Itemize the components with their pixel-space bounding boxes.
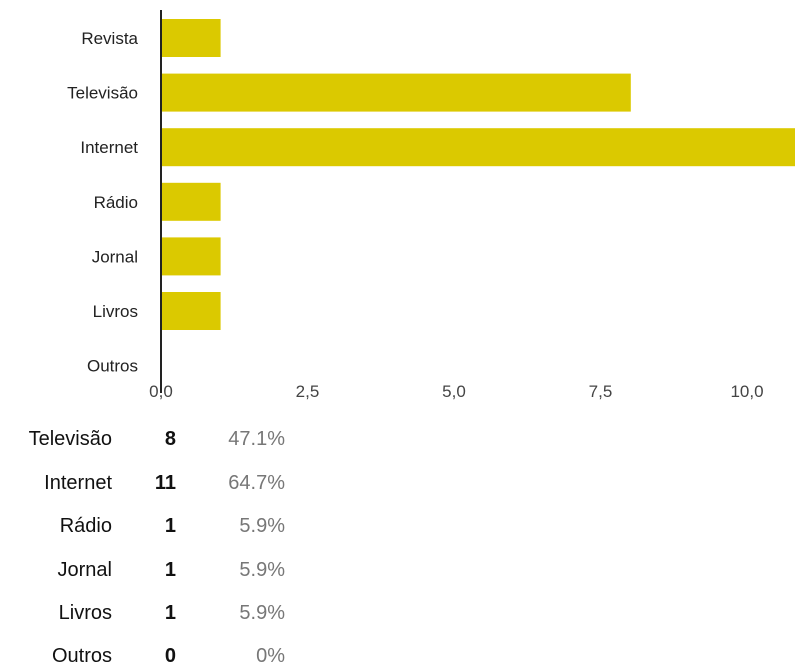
summary-row-label: Internet <box>44 472 112 494</box>
summary-row: Livros 1 5.9% <box>0 598 400 628</box>
x-tick-label: 2,5 <box>296 382 320 401</box>
bar-chart: Revista Televisão Internet Rádio Jornal Livro… <box>67 10 795 401</box>
summary-row-count: 11 <box>154 472 176 494</box>
category-label: Rádio <box>94 193 138 212</box>
summary-row-count: 1 <box>164 515 176 537</box>
category-label: Revista <box>81 29 138 48</box>
bar-jornal <box>162 237 221 276</box>
bar-televisão <box>162 73 631 112</box>
category-label: Internet <box>80 138 138 157</box>
summary-row: Internet 11 64.7% <box>0 468 400 498</box>
x-tick-label: 5,0 <box>442 382 466 401</box>
category-label: Televisão <box>67 84 138 103</box>
category-label: Livros <box>93 302 138 321</box>
category-label: Jornal <box>92 247 138 266</box>
summary-row-count: 8 <box>164 428 176 450</box>
bar-revista <box>162 19 221 57</box>
summary-row-percent: 5.9% <box>239 602 285 624</box>
summary-row-label: Livros <box>58 602 112 624</box>
summary-row-percent: 0% <box>256 645 285 667</box>
x-tick-label: 7,5 <box>589 382 613 401</box>
summary-row-label: Rádio <box>59 515 112 537</box>
summary-row: Outros 0 0% <box>0 641 400 668</box>
summary-row-count: 1 <box>164 559 176 581</box>
x-tick-label: 0,0 <box>149 382 173 401</box>
x-tick-label: 10,0 <box>730 382 763 401</box>
summary-row-percent: 5.9% <box>239 515 285 537</box>
bar-internet <box>162 128 795 167</box>
summary-row-percent: 47.1% <box>228 428 285 450</box>
bar-rádio <box>162 182 221 221</box>
category-label: Outros <box>87 357 138 376</box>
summary-row: Televisão 8 47.1% <box>0 424 400 454</box>
summary-row-percent: 64.7% <box>228 472 285 494</box>
summary-row: Rádio 1 5.9% <box>0 511 400 541</box>
summary-row-label: Televisão <box>28 428 112 450</box>
summary-table: Televisão 8 47.1% Internet 11 64.7% Rádi… <box>0 417 400 668</box>
summary-row-count: 1 <box>164 602 176 624</box>
summary-row-count: 0 <box>164 645 176 667</box>
summary-row-label: Jornal <box>57 559 112 581</box>
bar-livros <box>162 292 221 330</box>
summary-row-label: Outros <box>51 645 112 667</box>
summary-row: Jornal 1 5.9% <box>0 555 400 585</box>
summary-row-percent: 5.9% <box>239 559 285 581</box>
